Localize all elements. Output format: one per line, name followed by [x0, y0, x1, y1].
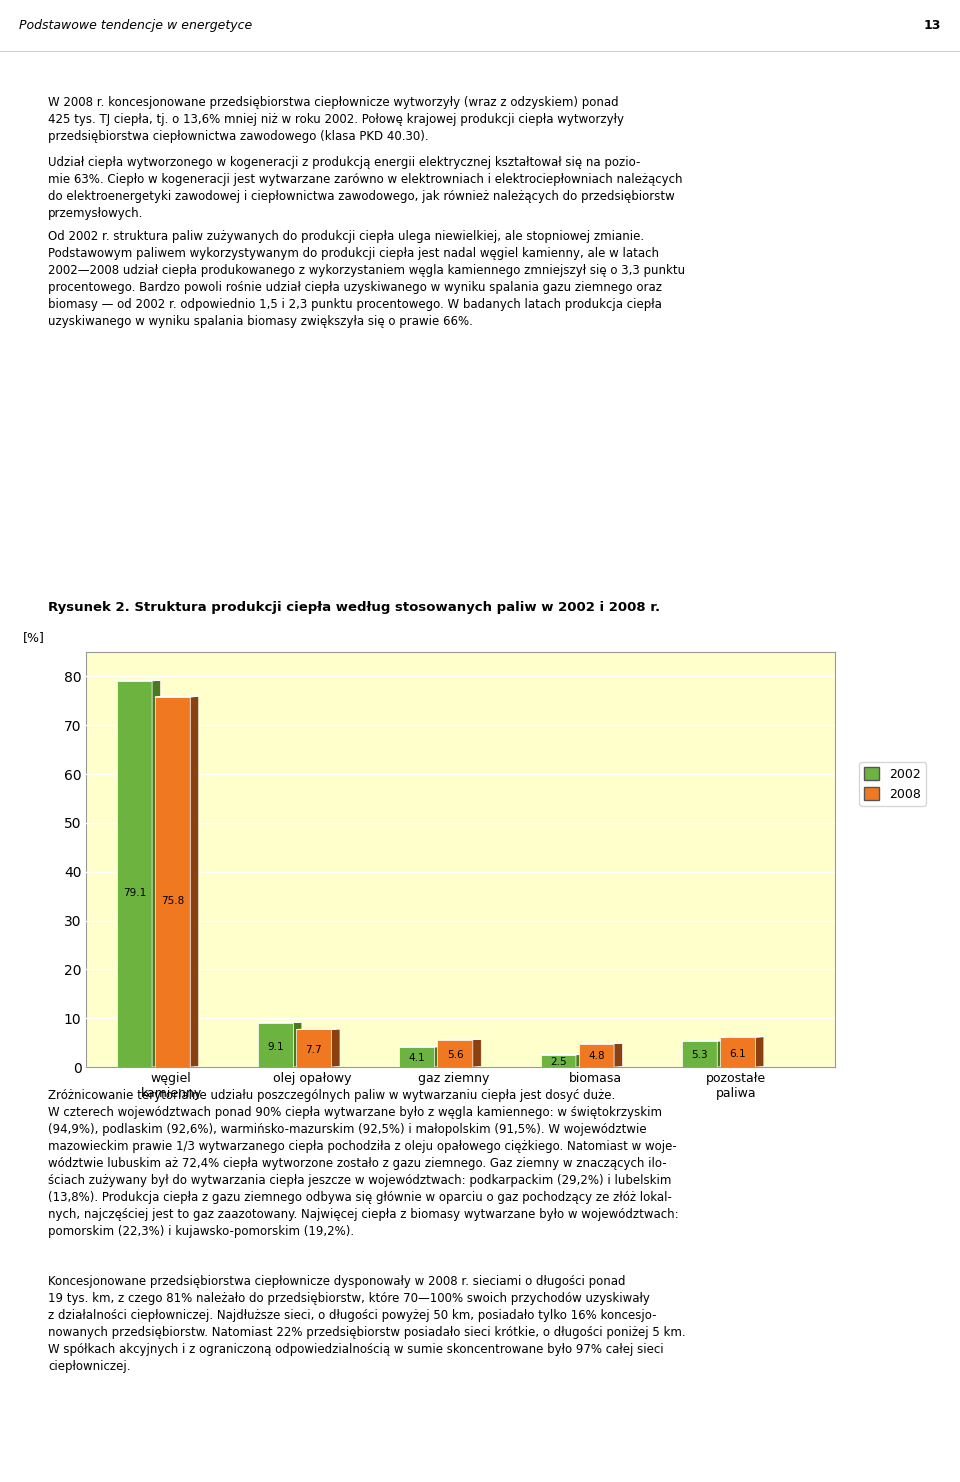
Text: Udział ciepła wytworzonego w kogeneracji z produkcją energii elektrycznej kształ: Udział ciepła wytworzonego w kogeneracji…	[48, 156, 683, 219]
Text: 5.6: 5.6	[446, 1049, 464, 1060]
Bar	[297, 1030, 331, 1067]
Text: Rysunek 2. Struktura produkcji ciepła według stosowanych paliw w 2002 i 2008 r.: Rysunek 2. Struktura produkcji ciepła we…	[48, 602, 660, 614]
Text: 13: 13	[924, 19, 941, 33]
Legend: 2002, 2008: 2002, 2008	[859, 762, 926, 806]
Text: Zróżnicowanie terytorialne udziału poszczególnych paliw w wytwarzaniu ciepła jes: Zróżnicowanie terytorialne udziału poszc…	[48, 1089, 679, 1239]
Bar	[540, 1055, 576, 1067]
Text: 75.8: 75.8	[161, 895, 184, 906]
Text: 9.1: 9.1	[268, 1042, 284, 1052]
Polygon shape	[473, 1039, 481, 1067]
Bar	[438, 1040, 473, 1067]
Polygon shape	[331, 1029, 340, 1067]
Polygon shape	[614, 1043, 623, 1067]
Bar	[117, 680, 152, 1067]
Y-axis label: [%]: [%]	[23, 631, 45, 643]
Bar	[155, 697, 190, 1067]
Text: 5.3: 5.3	[691, 1051, 708, 1061]
Text: 6.1: 6.1	[730, 1049, 746, 1058]
Polygon shape	[294, 1023, 301, 1067]
Text: 7.7: 7.7	[305, 1045, 323, 1055]
Text: W 2008 r. koncesjonowane przedsiębiorstwa ciepłownicze wytworzyły (wraz z odzysk: W 2008 r. koncesjonowane przedsiębiorstw…	[48, 96, 624, 144]
Bar	[399, 1046, 435, 1067]
Text: 2.5: 2.5	[550, 1057, 566, 1067]
Text: 79.1: 79.1	[123, 888, 146, 898]
Bar	[720, 1037, 756, 1067]
Polygon shape	[190, 697, 199, 1067]
Bar	[579, 1043, 614, 1067]
Text: Podstawowe tendencje w energetyce: Podstawowe tendencje w energetyce	[19, 19, 252, 33]
Polygon shape	[435, 1046, 444, 1067]
Text: Koncesjonowane przedsiębiorstwa ciepłownicze dysponowały w 2008 r. sieciami o dł: Koncesjonowane przedsiębiorstwa ciepłown…	[48, 1275, 685, 1372]
Polygon shape	[717, 1040, 726, 1067]
Polygon shape	[152, 680, 160, 1067]
Text: Od 2002 r. struktura paliw zużywanych do produkcji ciepła ulega niewielkiej, ale: Od 2002 r. struktura paliw zużywanych do…	[48, 230, 685, 328]
Bar	[258, 1023, 294, 1067]
Text: 4.8: 4.8	[588, 1052, 605, 1061]
Polygon shape	[576, 1054, 585, 1067]
Text: 4.1: 4.1	[409, 1054, 425, 1063]
Polygon shape	[756, 1037, 764, 1067]
Bar	[682, 1042, 717, 1067]
